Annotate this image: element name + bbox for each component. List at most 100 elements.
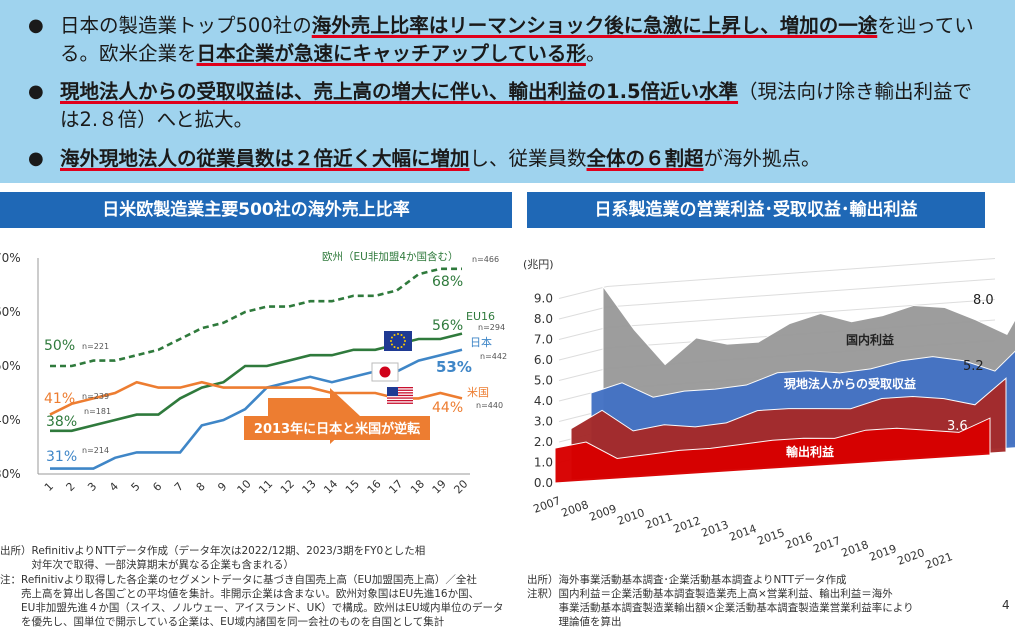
y-tick-label: 60% [0,305,21,319]
y-tick-label: 50% [0,359,21,373]
x-tick-label: 4 [107,480,121,494]
y-tick-label: 9.0 [534,292,553,306]
us-flag-canton-icon [387,387,398,396]
x-tick-label: 2015 [756,526,787,548]
x-tick-label: 18 [408,477,427,496]
y-tick-label: 70% [0,251,21,265]
y-tick-label: 4.0 [534,394,553,408]
eu-flag-star-icon [397,333,399,335]
gridline [558,306,608,320]
series-label: 輸出利益 [786,444,834,459]
left-chart-title: 日米欧製造業主要500社の海外売上比率 [0,192,512,228]
x-tick-label: 2012 [672,514,703,536]
series-end-label: 53% [436,358,472,376]
x-tick-label: 2014 [728,522,759,544]
series-n: n=442 [480,352,507,361]
eu-flag-star-icon [400,333,403,336]
body-text: を辿っている。欧米企業を [60,14,974,65]
annotation-text: 2013年に日本と米国が逆転 [254,421,420,437]
x-tick-label: 2018 [840,538,871,560]
y-tick-label: 30% [0,467,21,481]
bullet-2: ● 現地法人からの受取収益は、売上高の増大に伴い、輸出利益の1.5倍近い水準（現法… [28,78,988,134]
left-source-note-2: 対年次で取得、一部決算期末が異なる企業も含まれる） [0,559,294,571]
x-tick-label: 3 [85,480,99,494]
eu-flag-star-icon [393,333,396,336]
eu-flag-star-icon [404,340,406,342]
series-name: EU16 [466,310,495,323]
bullet-dot-icon: ● [28,15,44,36]
x-tick-label: 19 [430,477,449,496]
series-start-label: 50% [44,338,75,354]
eu-flag-icon [384,331,412,351]
bullet-1: ● 日本の製造業トップ500社の海外売上比率はリーマンショック後に急激に上昇し、増… [28,12,988,68]
eu-flag-star-icon [390,336,393,339]
x-tick-label: 5 [129,480,143,494]
japan-flag-sun-icon [379,366,391,378]
x-tick-label: 2010 [616,506,647,528]
x-tick-label: 6 [150,480,164,494]
x-tick-label: 2009 [588,502,619,524]
left-source-note: 出所）RefinitivよりNTTデータ作成（データ年次は2022/12期、20… [0,545,426,557]
eu-flag-star-icon [390,343,393,346]
series-name: 日本 [470,335,492,349]
us-flag-stripe-icon [387,400,413,402]
series-start-n: n=239 [82,392,109,401]
x-tick-label: 2020 [896,546,927,568]
series-n: n=466 [472,255,499,264]
x-tick-label: 2017 [812,534,843,556]
us-flag-stripe-icon [387,389,413,391]
x-tick-label: 2016 [784,530,815,552]
bullet-3-text: 海外現地法人の従業員数は２倍近く大幅に増加し、従業員数全体の６割超が海外拠点。 [28,145,988,173]
x-tick-label: 20 [451,477,470,496]
series-start-n: n=221 [82,342,109,351]
body-text: が海外拠点。 [703,147,821,170]
left-annotation-note-2: 売上高を算出し各国ごとの平均値を集計。非開示企業は含まない。欧州対象国はEU先進… [0,588,480,600]
area-series-3 [554,417,991,484]
x-tick-label: 17 [386,477,405,496]
right-annotation-note-2: 事業活動基本調査製造業輸出額×企業活動基本調査製造業営業利益率により [527,602,914,614]
left-annotation-note: 注：Refinitivより取得した各企業のセグメントデータに基づき自国売上高（E… [0,574,477,586]
gridline [558,347,608,361]
series-line-0 [50,267,462,368]
x-tick-label: 2011 [644,510,675,532]
x-tick-label: 8 [194,480,208,494]
x-tick-label: 10 [235,477,254,496]
eu-flag-star-icon [393,346,396,349]
emphasis-text: 海外現地法人の従業員数は２倍近く大幅に増加 [60,147,470,170]
y-tick-label: 7.0 [534,333,553,347]
series-start-n: n=181 [84,407,111,416]
y-tick-label: 8.0 [534,312,553,326]
series-end-label: 3.6 [947,419,968,434]
x-tick-label: 9 [215,480,229,494]
bullet-2-text: 現地法人からの受取収益は、売上高の増大に伴い、輸出利益の1.5倍近い水準（現法向… [28,78,988,134]
x-tick-label: 14 [321,477,340,496]
emphasis-text: 日本企業が急速にキャッチアップしている形 [196,42,586,65]
us-flag-stripe-icon [387,394,413,397]
left-annotation-note-4: を優先し、国単位で開示している企業は、EU域内諸国を同一会社のものを自国として集… [0,616,445,628]
x-tick-label: 7 [172,480,186,494]
left-annotation-note-3: EU非加盟先進４か国（スイス、ノルウェー、アイスランド、UK）で構成。欧州はEU… [0,602,504,614]
y-tick-label: 5.0 [534,374,553,388]
y-tick-label: 1.0 [534,456,553,470]
page-number: 4 [1002,598,1010,612]
us-flag-stripe-icon [387,392,413,394]
x-tick-label: 12 [278,477,297,496]
eu-flag-star-icon [403,336,406,339]
y-tick-label: 2.0 [534,435,553,449]
y-tick-label: 40% [0,413,21,427]
series-end-label: 5.2 [963,359,984,374]
bullet-1-text: 日本の製造業トップ500社の海外売上比率はリーマンショック後に急激に上昇し、増加… [28,12,988,68]
gridline [558,368,608,381]
x-tick-label: 11 [256,477,275,496]
y-tick-label: 3.0 [534,415,553,429]
series-start-label: 38% [46,414,77,430]
series-label: 輸出利益（うち現法向け除き） [740,484,901,520]
body-text: 日本の製造業トップ500社の [60,14,312,37]
y-tick-label: 6.0 [534,353,553,367]
bullet-dot-icon: ● [28,148,44,169]
series-name: 欧州（EU非加盟4か国含む） [322,250,459,263]
series-end-label: 1.8 [940,472,961,487]
emphasis-text: 全体の６割超 [586,147,704,170]
right-annotation-note: 注釈）国内利益＝企業活動基本調査製造業売上高×営業利益、輸出利益＝海外 [527,588,893,600]
profit-area-chart: (兆円) 0.0 1.0 2.0 3.0 4.0 5.0 6.0 7.0 8.0 9.0 国内利益現地… [523,258,1015,572]
